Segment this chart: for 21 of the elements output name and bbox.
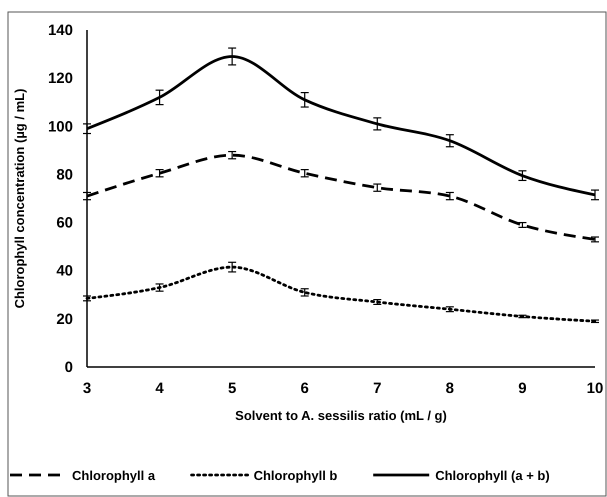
x-tick-label: 9 xyxy=(518,380,527,397)
x-tick-label: 10 xyxy=(586,380,604,397)
x-axis-title: Solvent to A. sessilis ratio (mL / g) xyxy=(235,408,447,423)
y-tick-label: 0 xyxy=(64,359,73,376)
y-tick-label: 120 xyxy=(48,70,73,88)
x-tick-label: 7 xyxy=(373,380,382,397)
y-tick-label: 60 xyxy=(56,214,73,232)
x-tick-label: 8 xyxy=(446,380,454,397)
y-tick-label: 20 xyxy=(56,310,73,328)
y-axis-title: Chlorophyll concentration (µg / mL) xyxy=(12,88,27,308)
y-tick-label: 40 xyxy=(56,262,73,280)
y-tick-label: 140 xyxy=(48,22,73,39)
legend-label: Chlorophyll a xyxy=(72,468,156,483)
legend-label: Chlorophyll b xyxy=(254,468,338,483)
y-tick-label: 100 xyxy=(48,118,73,136)
legend-label: Chlorophyll (a + b) xyxy=(435,468,550,483)
x-tick-label: 4 xyxy=(155,380,164,397)
x-tick-label: 5 xyxy=(228,380,236,397)
x-tick-label: 6 xyxy=(300,380,309,397)
x-tick-label: 3 xyxy=(82,380,92,397)
y-tick-label: 80 xyxy=(56,166,73,184)
